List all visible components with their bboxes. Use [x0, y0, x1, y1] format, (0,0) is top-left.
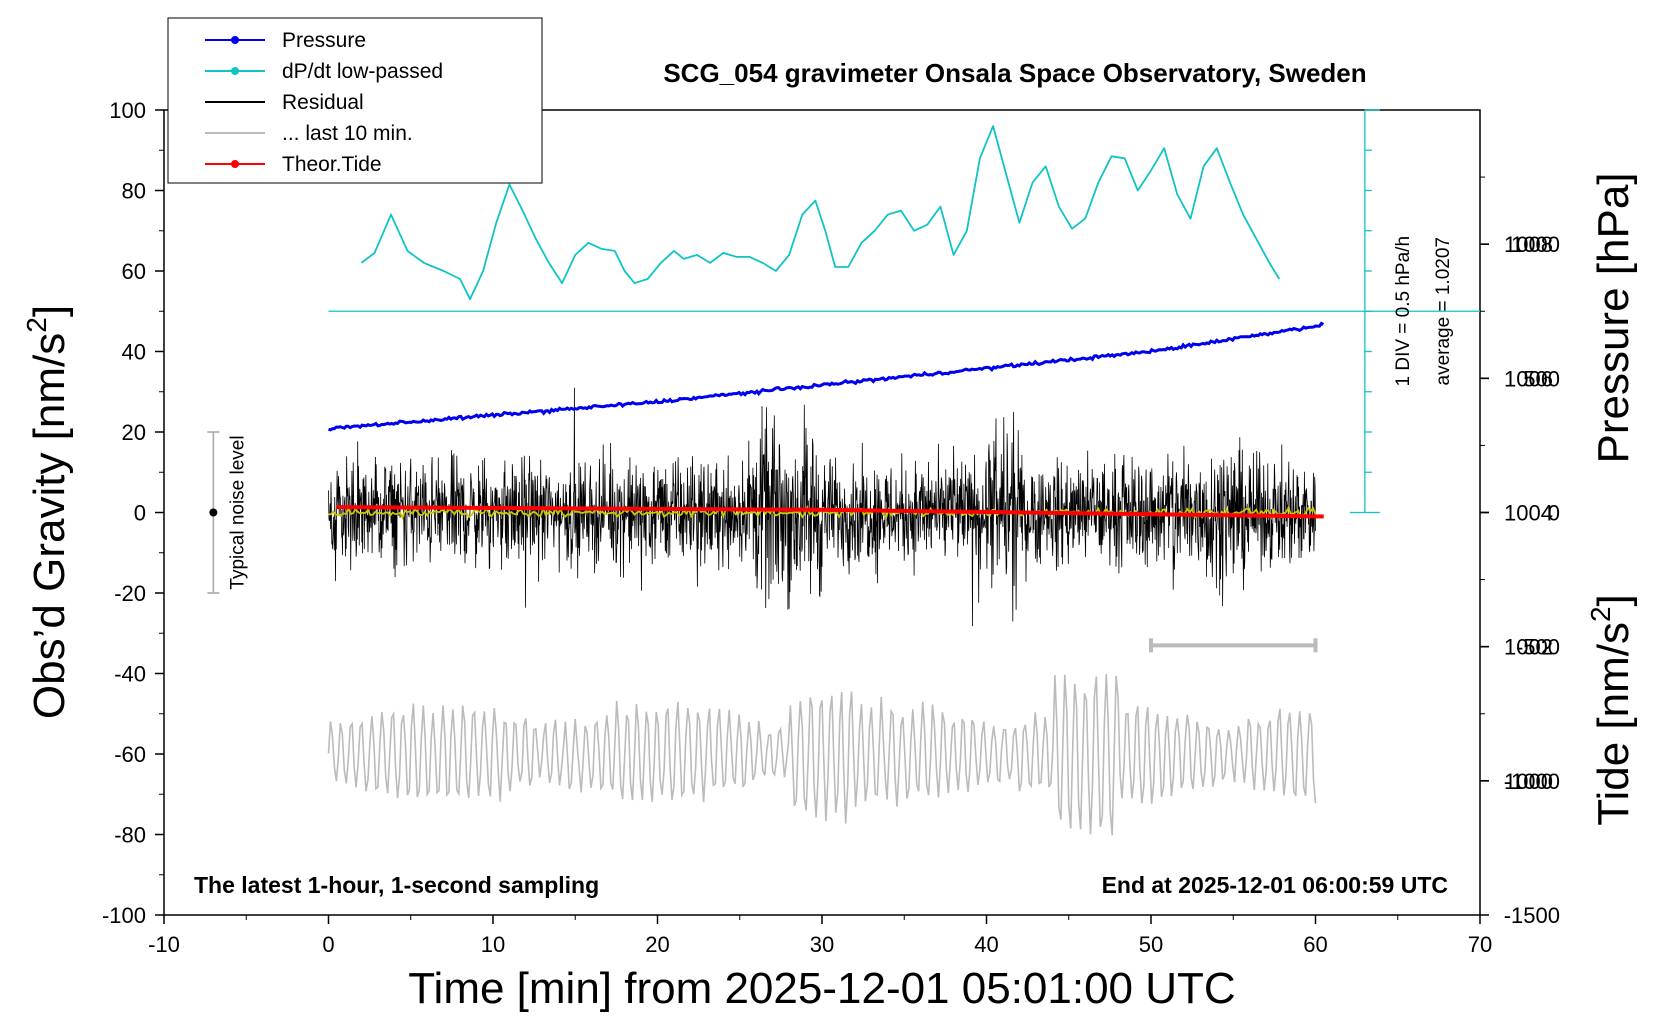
- legend-box: [167, 17, 543, 184]
- y-axis-label-left-close: ]: [25, 305, 74, 317]
- series-dpdt-lowpassed: [360, 125, 1281, 301]
- series-last-10-min: [327, 674, 1317, 836]
- x-tick-label: 10: [481, 932, 505, 957]
- y-axis-label-tide-close: ]: [1589, 594, 1638, 606]
- x-axis-ticks: -10 0 10 20 30 40 50 60 70: [148, 915, 1492, 957]
- y-axis-label-pressure: Pressure [hPa]: [1589, 172, 1638, 463]
- y-tick-label: 0: [134, 501, 146, 526]
- chart-title: SCG_054 gravimeter Onsala Space Observat…: [663, 58, 1366, 88]
- y-axis-label-tide-sup: 2: [1585, 606, 1616, 622]
- y-tick-label: 100: [109, 98, 146, 123]
- y-tick-label: -40: [114, 662, 146, 687]
- legend-label: Residual: [282, 91, 364, 114]
- tide-tick-label: 500: [1523, 366, 1560, 391]
- legend-label: ... last 10 min.: [282, 122, 413, 145]
- legend-swatch-marker: [231, 67, 239, 75]
- tide-tick-label: -1500: [1504, 903, 1560, 928]
- legend-label: Pressure: [282, 29, 366, 52]
- pressure-tick-label: 1008: [1504, 232, 1553, 257]
- y-axis-label-left: Obs’d Gravity [nm/s2]: [21, 305, 74, 719]
- x-axis-label: Time [min] from 2025-12-01 05:01:00 UTC: [408, 964, 1235, 1013]
- dpdt-scale-text: 1 DIV = 0.5 hPa/h: [1393, 236, 1414, 387]
- bottom-right-note: End at 2025-12-01 06:00:59 UTC: [1102, 872, 1448, 898]
- legend-items: Pressure dP/dt low-passed Residual ... last…: [205, 29, 443, 176]
- x-tick-label: 30: [810, 932, 834, 957]
- series-group: [327, 125, 1325, 836]
- x-tick-label: 50: [1139, 932, 1163, 957]
- legend: Pressure dP/dt low-passed Residual ... last…: [167, 17, 543, 184]
- y-axis-label-left-sup: 2: [21, 317, 52, 333]
- noise-bar-center: [209, 508, 218, 517]
- x-tick-label: 60: [1303, 932, 1327, 957]
- series-residual: [328, 387, 1316, 627]
- noise-level-bar: [207, 431, 220, 594]
- pressure-tick-label: 1002: [1504, 635, 1553, 660]
- pressure-tick-label: 1006: [1504, 366, 1553, 391]
- y-tick-label: 80: [122, 179, 146, 204]
- x-tick-label: 0: [322, 932, 334, 957]
- y-tick-label: -20: [114, 581, 146, 606]
- y-tick-label: 20: [122, 420, 146, 445]
- bottom-left-note: The latest 1-hour, 1-second sampling: [194, 872, 599, 898]
- y-axis-label-left-text: Obs’d Gravity [nm/s: [25, 333, 74, 719]
- legend-swatch-marker: [231, 160, 239, 168]
- y-axis-ticks-tide: -1500 -1000 -500 0 500 1000: [1480, 232, 1560, 928]
- legend-label: Theor.Tide: [282, 153, 382, 176]
- y-axis-ticks-pressure: 1000 1002 1004 1006 1008: [1480, 176, 1553, 794]
- y-tick-label: 40: [122, 340, 146, 365]
- tide-tick-label: -500: [1516, 635, 1560, 660]
- tide-tick-label: 0: [1548, 501, 1560, 526]
- x-tick-label: 20: [645, 932, 669, 957]
- series-theor-tide: [336, 505, 1324, 519]
- legend-label: dP/dt low-passed: [282, 60, 443, 83]
- dpdt-average-text: average = 1.0207: [1433, 237, 1454, 385]
- legend-swatch-marker: [231, 36, 239, 44]
- y-axis-ticks-left: -100 -80 -60 -40 -20 0 20 40 60 80 100: [102, 98, 164, 928]
- pressure-tick-label: 1004: [1504, 501, 1553, 526]
- noise-level-label: Typical noise level: [227, 435, 248, 589]
- tide-tick-label: -1000: [1504, 769, 1560, 794]
- pressure-tick-label: 1000: [1504, 769, 1553, 794]
- y-tick-label: -100: [102, 903, 146, 928]
- y-tick-label: -60: [114, 742, 146, 767]
- y-tick-label: 60: [122, 259, 146, 284]
- tide-tick-label: 1000: [1511, 232, 1560, 257]
- series-pressure: [328, 321, 1325, 432]
- x-tick-label: 70: [1468, 932, 1492, 957]
- y-axis-label-tide-text: Tide [nm/s: [1589, 622, 1638, 826]
- y-axis-label-tide: Tide [nm/s2]: [1585, 594, 1638, 826]
- dpdt-scale-axis: [328, 109, 1480, 514]
- x-tick-label: 40: [974, 932, 998, 957]
- y-tick-label: -80: [114, 823, 146, 848]
- x-tick-label: -10: [148, 932, 180, 957]
